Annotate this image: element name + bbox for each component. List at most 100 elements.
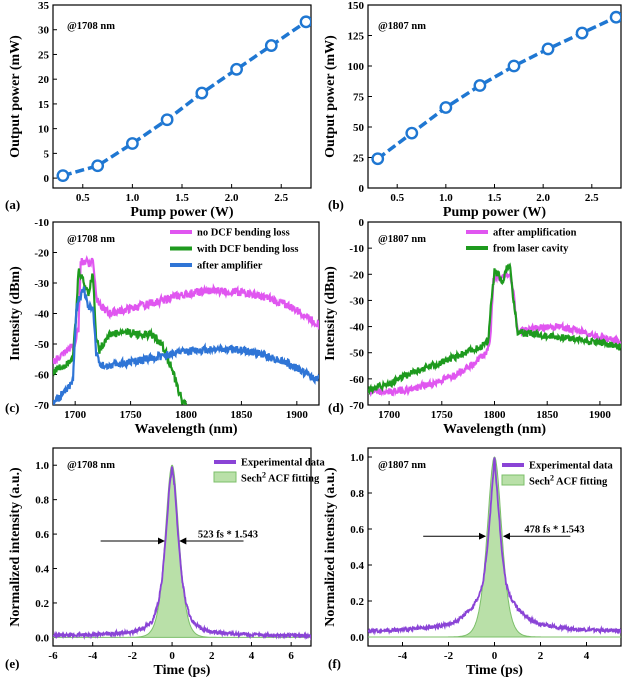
- data-point: [299, 15, 311, 29]
- sech2-fit-area: [53, 464, 311, 638]
- x-axis-label: Time (ps): [154, 663, 211, 677]
- x-tick-label: 2.5: [274, 192, 288, 204]
- data-point: [609, 10, 621, 24]
- y-tick-label: 150: [348, 0, 365, 12]
- y-tick-label: 1.0: [350, 452, 364, 464]
- y-tick-label: 100: [348, 61, 365, 73]
- x-tick-label: -2: [128, 650, 138, 662]
- legend: Experimental data Sech2 ACF fitting: [213, 458, 325, 485]
- spectrum-1: [53, 255, 319, 365]
- panel-label: (c): [5, 400, 19, 415]
- wavelength-annotation: @1807 nm: [378, 21, 426, 32]
- data-point: [264, 39, 278, 52]
- plot-area: [56, 15, 311, 183]
- x-tick-label: 0: [169, 650, 175, 662]
- y-tick-label: 125: [348, 31, 365, 43]
- y-tick-label: 0: [44, 173, 50, 185]
- x-tick-label: -4: [398, 650, 408, 662]
- x-tick-label: 2: [538, 650, 544, 662]
- y-tick-label: 1.0: [35, 460, 49, 472]
- y-axis-label: Output power (mW): [8, 35, 23, 158]
- data-point: [195, 86, 209, 100]
- plot-frame: [52, 4, 312, 189]
- x-tick-label: -2: [444, 650, 454, 662]
- legend-label: no DCF bending loss: [197, 228, 290, 239]
- panel-label: (d): [328, 400, 344, 415]
- wavelength-annotation: @1807 nm: [378, 234, 426, 245]
- y-tick-label: 0: [359, 183, 365, 195]
- y-axis-label: Normalized intensity (a.u.): [323, 467, 338, 627]
- x-tick-label: 1850: [230, 409, 253, 421]
- panel-label: (a): [5, 197, 20, 212]
- y-tick-label: -60: [349, 374, 364, 386]
- x-tick-label: -6: [48, 650, 58, 662]
- y-tick-label: 10: [38, 124, 50, 136]
- y-tick-label: -30: [34, 278, 49, 290]
- x-tick-label: 1.0: [439, 192, 453, 204]
- data-point: [371, 152, 385, 166]
- panel-e: -6 -4 -2 0 2 4 6 0.0 0.2 0.4 0.6 0.8 1.0 Time (ps) Nor…: [5, 447, 325, 677]
- wavelength-annotation: @1807 nm: [378, 460, 426, 471]
- x-tick-label: 6: [288, 650, 294, 662]
- data-point: [405, 126, 419, 140]
- y-tick-label: 5: [44, 148, 50, 160]
- y-tick-label: -70: [34, 400, 49, 412]
- y-tick-label: -50: [34, 339, 49, 351]
- y-tick-label: -10: [349, 243, 364, 255]
- y-tick-label: 15: [38, 99, 50, 111]
- x-axis-label: Pump power (W): [130, 205, 234, 220]
- legend-label: Sech2 ACF fitting: [241, 471, 320, 485]
- data-point: [575, 26, 589, 40]
- data-point: [56, 169, 70, 183]
- x-tick-label: 1.5: [488, 192, 502, 204]
- legend-label: Experimental data: [529, 461, 613, 472]
- x-tick-label: 4: [249, 650, 255, 662]
- y-tick-label: -30: [349, 295, 364, 307]
- y-axis-label: Normalized intensity (a.u.): [8, 467, 23, 627]
- x-tick-label: 1750: [120, 409, 143, 421]
- data-point: [541, 42, 555, 56]
- y-tick-label: -40: [34, 309, 49, 321]
- legend-label: with DCF bending loss: [197, 244, 298, 255]
- data-point: [507, 59, 521, 73]
- x-tick-label: 4: [584, 650, 590, 662]
- spectrum-3: [53, 286, 319, 405]
- panel-c: 1700 1750 1800 1850 1900 -70 -60 -50 -40 -30 -20 -1…: [5, 217, 320, 437]
- pulse-width-label: 523 fs * 1.543: [198, 530, 258, 541]
- x-tick-label: 1900: [589, 409, 612, 421]
- legend-label: from laser cavity: [493, 244, 569, 255]
- y-tick-label: 50: [353, 122, 365, 134]
- x-tick-label: 0: [492, 650, 498, 662]
- pulse-width-label: 478 fs * 1.543: [524, 525, 584, 536]
- panel-label: (b): [328, 197, 344, 212]
- panel-a: 0.5 1.0 1.5 2.0 2.5 0 5 10 15 20 25 30 35 Pump power …: [5, 0, 312, 220]
- wavelength-annotation: @1708 nm: [67, 21, 115, 32]
- x-axis-label: Wavelength (nm): [443, 422, 546, 437]
- data-point: [125, 137, 139, 150]
- panel-label: (f): [328, 656, 341, 671]
- x-tick-label: 1.0: [126, 192, 140, 204]
- spectrum-2: [368, 262, 621, 396]
- y-tick-label: -40: [349, 322, 364, 334]
- y-tick-label: 25: [353, 153, 365, 165]
- data-point: [439, 101, 453, 114]
- y-axis-label: Intensity (dBm): [323, 266, 338, 361]
- y-tick-label: 0.4: [35, 564, 49, 576]
- legend-swatch: [213, 471, 237, 483]
- x-tick-label: 1800: [484, 409, 507, 421]
- y-tick-label: 0.6: [35, 529, 49, 541]
- x-tick-label: 1800: [175, 409, 198, 421]
- legend-label: Sech2 ACF fitting: [529, 474, 608, 488]
- x-tick-label: 1700: [378, 409, 401, 421]
- experimental-trace: [368, 457, 621, 636]
- y-tick-label: -20: [349, 269, 364, 281]
- panel-label: (e): [5, 656, 19, 671]
- x-axis-label: Time (ps): [466, 663, 523, 677]
- data-point: [230, 62, 243, 76]
- plot-area: [368, 456, 621, 638]
- data-point: [91, 159, 105, 173]
- y-tick-label: 0.0: [350, 632, 364, 644]
- spectrum-2: [53, 268, 188, 405]
- y-tick-label: 25: [38, 49, 50, 61]
- plot-area: [53, 255, 319, 405]
